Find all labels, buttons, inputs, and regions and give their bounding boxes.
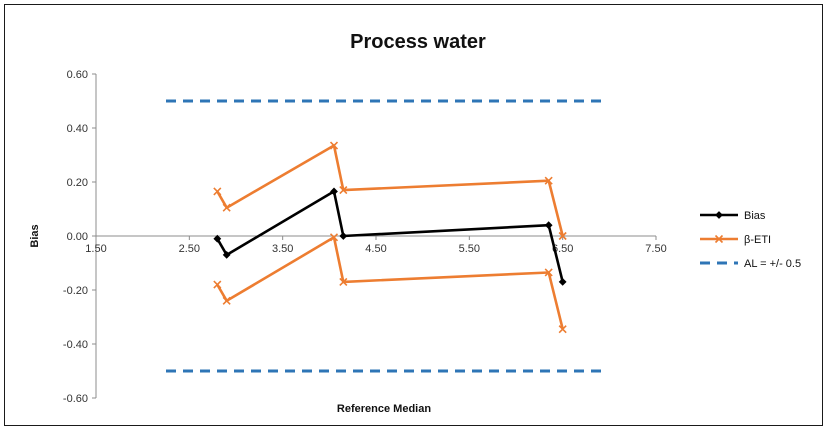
x-tick-label: 5.50 — [459, 243, 480, 255]
series-1-line-0-point — [339, 186, 348, 195]
series-1-line-0 — [216, 144, 564, 237]
y-tick-label: -0.40 — [63, 339, 88, 351]
legend-marker-1 — [714, 234, 724, 244]
legend-label-0: Bias — [744, 210, 766, 222]
y-tick-label: 0.60 — [67, 69, 88, 81]
series-0-line — [216, 190, 564, 283]
series-0-line-point — [558, 277, 567, 286]
y-tick-label: 0.40 — [67, 123, 88, 135]
x-axis-title: Reference Median — [337, 403, 431, 415]
plot-area: 0.60 0.40 0.20 0.00 -0.20 -0.40 -0.60 1.50 2.50 3… — [63, 69, 667, 405]
x-tick-label: 3.50 — [272, 243, 293, 255]
series-0-line-point — [339, 232, 348, 240]
y-tick-label: -0.20 — [63, 285, 88, 297]
series-0-line-point — [213, 234, 222, 243]
y-axis-title: Bias — [29, 224, 41, 247]
series-1-line-0-point — [558, 231, 567, 241]
legend: Bias β-ETI AL = +/- 0.5 — [700, 210, 801, 270]
x-tick-label: 2.50 — [179, 243, 200, 255]
series-1-line-1-point — [339, 277, 348, 286]
y-tick-label: -0.60 — [63, 393, 88, 405]
series-1-line-1-point — [329, 233, 339, 242]
legend-marker-0 — [715, 211, 723, 219]
series-1-line-1-point — [558, 325, 567, 334]
series-0-line-point — [330, 187, 338, 196]
legend-label-2: AL = +/- 0.5 — [744, 258, 801, 270]
series-0-line-point — [222, 250, 231, 259]
x-tick-label: 4.50 — [365, 243, 386, 255]
series-0-line-point — [544, 221, 553, 230]
y-tick-label: 0.20 — [67, 177, 88, 189]
x-tick-label: 7.50 — [645, 243, 666, 255]
chart-title: Process water — [350, 31, 486, 53]
series-1-line-0-point — [213, 187, 222, 196]
series-1-line-0-point — [544, 176, 553, 185]
x-tick-label: 1.50 — [85, 243, 106, 255]
x-tick-label: 6.50 — [552, 243, 573, 255]
series-1-line-1-point — [222, 296, 231, 305]
series-1-line-1 — [216, 236, 564, 330]
series-1-line-1-point — [544, 268, 553, 277]
series-1-line-0-point — [329, 141, 339, 150]
chart-frame — [4, 4, 823, 426]
series-1-line-1-point — [213, 280, 222, 289]
y-tick-label: 0.00 — [67, 231, 88, 243]
legend-label-1: β-ETI — [744, 234, 771, 246]
series-1-line-0-point — [222, 203, 231, 212]
